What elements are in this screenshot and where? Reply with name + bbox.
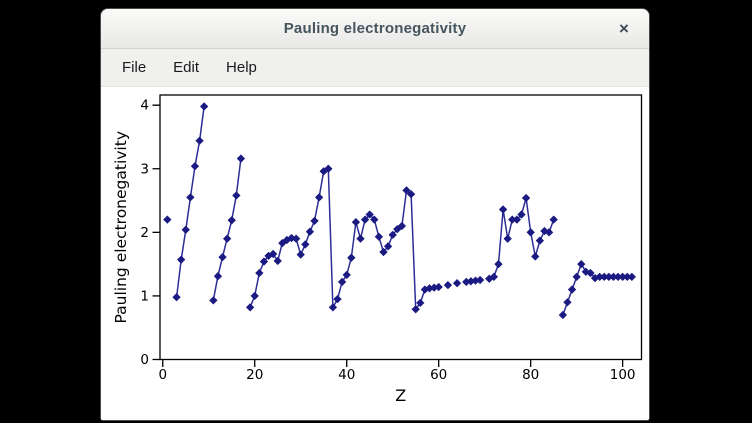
data-point-marker [452,278,462,288]
data-point-marker [255,268,264,278]
electronegativity-chart: 0 20 40 60 80 100 0 1 2 3 4 Z Pauling electronegativ… [112,94,643,405]
data-point-marker [577,259,586,269]
y-tick-label: 4 [140,98,149,114]
data-point-marker [199,102,209,111]
data-point-marker [402,186,411,195]
menu-file[interactable]: File [122,59,147,76]
data-point-marker [181,225,191,235]
data-point-marker [397,221,407,231]
data-point-marker [259,257,269,266]
window-title: Pauling electronegativity [283,20,467,37]
y-tick-label: 3 [140,161,149,177]
data-point-marker [586,268,595,278]
data-point-marker [227,216,236,225]
data-point-marker [273,256,282,266]
data-point-marker [356,234,365,243]
x-tick-label: 40 [338,367,355,383]
data-point-marker [512,215,522,224]
data-point-marker [236,154,246,163]
data-point-marker [531,252,540,261]
data-point-marker [172,292,181,302]
data-point-marker [250,291,259,301]
data-line-segment [249,168,439,311]
data-point-marker [503,234,512,243]
data-point-marker [494,259,503,269]
data-point-marker [163,215,172,224]
x-tick-label: 0 [158,367,167,383]
data-point-marker [535,236,545,245]
data-point-marker [475,275,485,285]
y-axis-label: Pauling electronegativity [112,131,130,323]
titlebar[interactable]: Pauling electronegativity × [101,9,649,49]
x-axis-label: Z [395,386,406,405]
data-point-marker [489,272,499,282]
data-point-marker [544,228,554,237]
data-point-marker [213,271,223,281]
data-point-marker [365,210,374,219]
data-point-marker [406,189,416,199]
data-point-marker [301,240,310,249]
data-point-marker [209,296,218,305]
x-tick-label: 60 [430,367,447,383]
data-point-marker [296,250,305,259]
menu-help[interactable]: Help [226,59,257,76]
data-point-marker [347,253,356,263]
data-point-marker [176,255,186,264]
data-point-marker [268,249,278,259]
data-point-marker [526,228,535,237]
data-point-marker [411,305,420,314]
data-point-marker [186,193,195,202]
data-point-marker [374,232,384,242]
data-point-marker [549,215,558,224]
data-point-marker [517,210,526,219]
data-point-marker [563,298,572,307]
close-icon[interactable]: × [609,9,639,48]
data-point-marker [324,164,333,174]
x-tick-label: 80 [522,367,539,383]
data-point-marker [434,282,443,292]
data-point-marker [218,252,227,262]
y-tick-label: 0 [140,352,149,368]
data-point-marker [558,310,568,320]
app-window: Pauling electronegativity × File Edit He… [100,8,650,421]
data-point-marker [328,303,338,312]
data-point-marker [370,215,379,224]
data-point-marker [388,230,397,240]
data-point-marker [498,205,508,214]
x-tick-label: 100 [610,367,636,383]
data-point-marker [416,298,425,308]
data-point-marker [443,280,453,290]
menu-edit[interactable]: Edit [173,59,200,76]
data-point-marker [379,247,388,257]
data-point-marker [291,234,301,243]
plot-canvas: 0 20 40 60 80 100 0 1 2 3 4 Z Pauling electronegativ… [101,87,649,420]
data-point-marker [572,272,581,282]
data-point-marker [245,303,255,312]
data-point-marker [314,193,324,202]
data-point-marker [567,285,577,294]
data-point-marker [305,227,315,236]
data-point-marker [333,294,342,304]
data-point-marker [383,242,393,251]
data-point-marker [222,234,232,243]
data-point-marker [360,215,370,224]
data-point-marker [190,161,200,171]
x-tick-label: 20 [246,367,263,383]
axes-frame [159,94,643,361]
data-point-marker [337,277,347,287]
data-point-marker [351,217,361,227]
y-tick-label: 2 [140,225,149,241]
data-point-marker [310,216,319,226]
y-tick-label: 1 [140,288,149,304]
data-point-marker [521,193,531,203]
data-point-marker [627,272,637,282]
data-line-segment [175,106,205,298]
data-point-marker [195,136,204,146]
menubar: File Edit Help [101,49,649,87]
data-point-marker [342,270,351,280]
data-point-marker [232,191,241,200]
